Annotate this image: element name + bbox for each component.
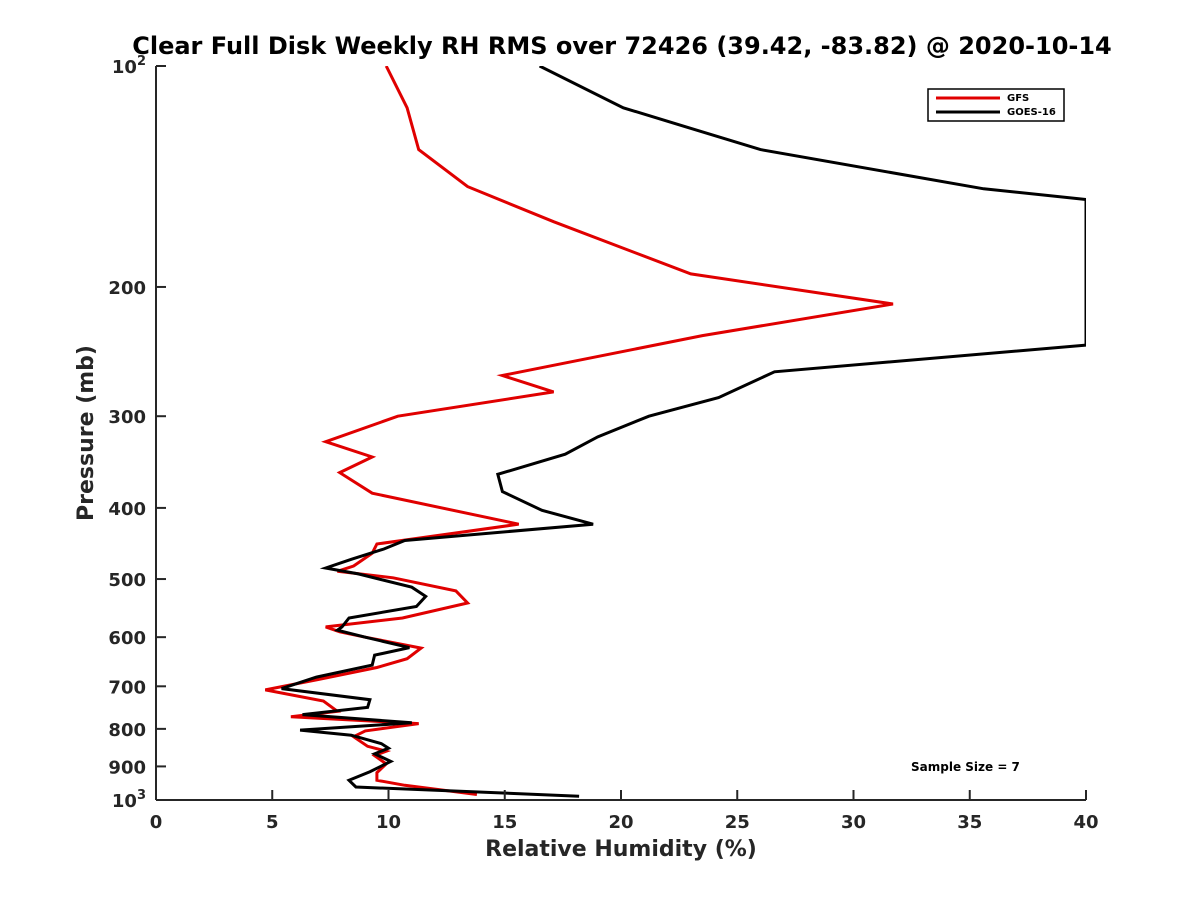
legend-label-goes16: GOES-16	[1007, 107, 1056, 118]
x-tick-label: 10	[376, 812, 401, 833]
x-tick-label: 0	[150, 812, 163, 833]
y-tick-label: 800	[108, 720, 146, 741]
chart-title: Clear Full Disk Weekly RH RMS over 72426…	[132, 32, 1112, 60]
y-tick-label: 500	[108, 570, 146, 591]
axes: 0 5 10 15 20 25 30 35 40 102 200 300 400 500 600 700 800…	[108, 54, 1098, 833]
y-tick-label: 400	[108, 499, 146, 520]
y-tick-label: 200	[108, 278, 146, 299]
y-tick-label: 102	[112, 54, 146, 78]
x-tick-label: 40	[1073, 812, 1098, 833]
x-axis-label: Relative Humidity (%)	[485, 837, 757, 862]
y-tick-label: 103	[112, 788, 146, 812]
series-line-gfs	[265, 66, 894, 796]
plot-area	[265, 66, 1086, 798]
legend-box	[927, 88, 1065, 122]
x-tick-label: 5	[266, 812, 279, 833]
legend-label-gfs: GFS	[1007, 93, 1029, 104]
x-tick-label: 15	[492, 812, 517, 833]
x-tick-label: 30	[841, 812, 866, 833]
y-axis-label: Pressure (mb)	[74, 345, 99, 521]
x-tick-label: 20	[608, 812, 633, 833]
y-tick-label: 600	[108, 628, 146, 649]
sample-size-annotation: Sample Size = 7	[911, 760, 1020, 774]
series-line-goes16	[281, 66, 1086, 798]
x-tick-label: 35	[957, 812, 982, 833]
legend: GFS GOES-16	[927, 88, 1065, 122]
x-tick-label: 25	[725, 812, 750, 833]
y-tick-label: 700	[108, 677, 146, 698]
y-tick-label: 300	[108, 407, 146, 428]
y-tick-label: 900	[108, 757, 146, 778]
